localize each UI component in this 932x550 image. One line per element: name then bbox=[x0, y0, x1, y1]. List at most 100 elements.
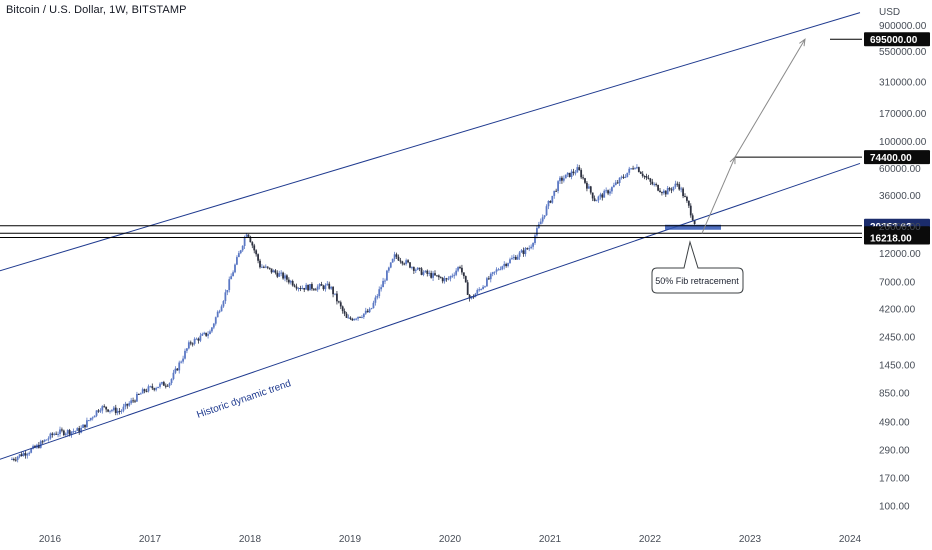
candle-body bbox=[326, 283, 329, 286]
candle-body bbox=[420, 268, 423, 275]
candle-body bbox=[536, 228, 538, 236]
candle-body bbox=[459, 267, 461, 269]
candle-body bbox=[74, 430, 77, 432]
candle-body bbox=[141, 389, 144, 394]
channel-upper-line[interactable] bbox=[0, 12, 861, 286]
candle-body bbox=[111, 410, 113, 412]
candle-body bbox=[186, 348, 188, 351]
candle-body bbox=[664, 190, 667, 195]
candle-body bbox=[484, 286, 486, 288]
arrow-head bbox=[799, 38, 806, 47]
candle-body bbox=[426, 270, 429, 274]
candle-body bbox=[559, 177, 561, 182]
candle-body bbox=[114, 407, 117, 414]
candle-body bbox=[249, 236, 252, 243]
candle-body bbox=[45, 439, 48, 441]
candle-body bbox=[334, 293, 336, 295]
candle-body bbox=[399, 260, 402, 262]
candle-body bbox=[314, 289, 317, 291]
candle-body bbox=[124, 403, 127, 407]
candle-body bbox=[422, 272, 425, 275]
candle-body bbox=[364, 310, 367, 314]
candle-body bbox=[657, 184, 659, 191]
candle-body bbox=[109, 410, 111, 412]
candle-body bbox=[22, 453, 25, 457]
support-zone bbox=[665, 224, 721, 230]
candle-body bbox=[78, 428, 81, 433]
fib-callout[interactable] bbox=[651, 240, 744, 294]
candle-body bbox=[51, 433, 54, 435]
candle-body bbox=[401, 261, 404, 264]
candle-body bbox=[668, 188, 671, 190]
candle-body bbox=[330, 286, 333, 289]
candle-body bbox=[291, 280, 294, 286]
candle-body bbox=[539, 221, 542, 225]
candle-body bbox=[72, 431, 75, 433]
candle-body bbox=[122, 406, 125, 411]
candle-body bbox=[639, 172, 642, 174]
x-tick-label: 2022 bbox=[639, 534, 662, 545]
candle-body bbox=[478, 289, 481, 291]
candle-body bbox=[93, 415, 96, 418]
x-tick-label: 2024 bbox=[839, 534, 862, 545]
candle-body bbox=[586, 182, 588, 189]
candle-body bbox=[403, 263, 406, 265]
candle-body bbox=[520, 250, 523, 253]
candle-body bbox=[305, 284, 308, 290]
candle-body bbox=[20, 454, 23, 457]
price-tag-label: 74400.00 bbox=[870, 153, 912, 164]
candle-body bbox=[674, 183, 677, 187]
candle-body bbox=[247, 234, 250, 237]
candle-body bbox=[564, 174, 567, 179]
candle-body bbox=[570, 171, 573, 177]
candle-body bbox=[289, 280, 292, 283]
candle-body bbox=[353, 318, 356, 321]
projection-arrow[interactable] bbox=[701, 156, 736, 234]
candle-body bbox=[626, 172, 629, 177]
candle-body bbox=[64, 433, 67, 436]
candle-body bbox=[324, 285, 327, 290]
candle-body bbox=[332, 286, 334, 295]
candle-body bbox=[316, 286, 319, 290]
candle-body bbox=[412, 267, 415, 271]
candle-body bbox=[366, 310, 369, 313]
candle-body bbox=[409, 262, 411, 268]
candle-body bbox=[134, 400, 136, 402]
candle-body bbox=[255, 250, 258, 255]
candle-body bbox=[322, 285, 325, 290]
candle-body bbox=[320, 284, 323, 286]
candle-body bbox=[655, 184, 658, 186]
candle-body bbox=[601, 194, 604, 198]
candle-body bbox=[514, 256, 517, 260]
candle-body bbox=[199, 335, 202, 341]
trend-label: Historic dynamic trend bbox=[195, 378, 292, 421]
projection-arrow[interactable] bbox=[734, 38, 806, 158]
price-tag-16218.00 bbox=[864, 230, 930, 245]
candle-body bbox=[349, 317, 352, 319]
candle-body bbox=[661, 192, 663, 194]
candle-body bbox=[47, 438, 50, 440]
candle-body bbox=[143, 389, 146, 392]
candle-body bbox=[637, 167, 640, 173]
y-tick-label: 36000.00 bbox=[879, 191, 921, 202]
candle-body bbox=[166, 385, 169, 387]
x-tick-label: 2017 bbox=[139, 534, 162, 545]
candle-body bbox=[436, 275, 438, 277]
x-tick-label: 2019 bbox=[339, 534, 362, 545]
candle-body bbox=[174, 368, 177, 373]
candle-body bbox=[680, 188, 683, 190]
candle-body bbox=[232, 272, 234, 277]
candle-body bbox=[609, 191, 611, 194]
candle-body bbox=[216, 311, 219, 318]
channel-lower-line[interactable] bbox=[0, 162, 861, 476]
candle-body bbox=[562, 178, 565, 181]
y-tick-label: 900000.00 bbox=[879, 21, 927, 32]
candle-body bbox=[387, 267, 390, 271]
candle-body bbox=[584, 178, 586, 183]
candle-body bbox=[118, 410, 121, 412]
candle-body bbox=[524, 248, 527, 255]
candle-body bbox=[580, 170, 583, 178]
candle-body bbox=[620, 176, 623, 178]
candle-body bbox=[155, 388, 158, 390]
